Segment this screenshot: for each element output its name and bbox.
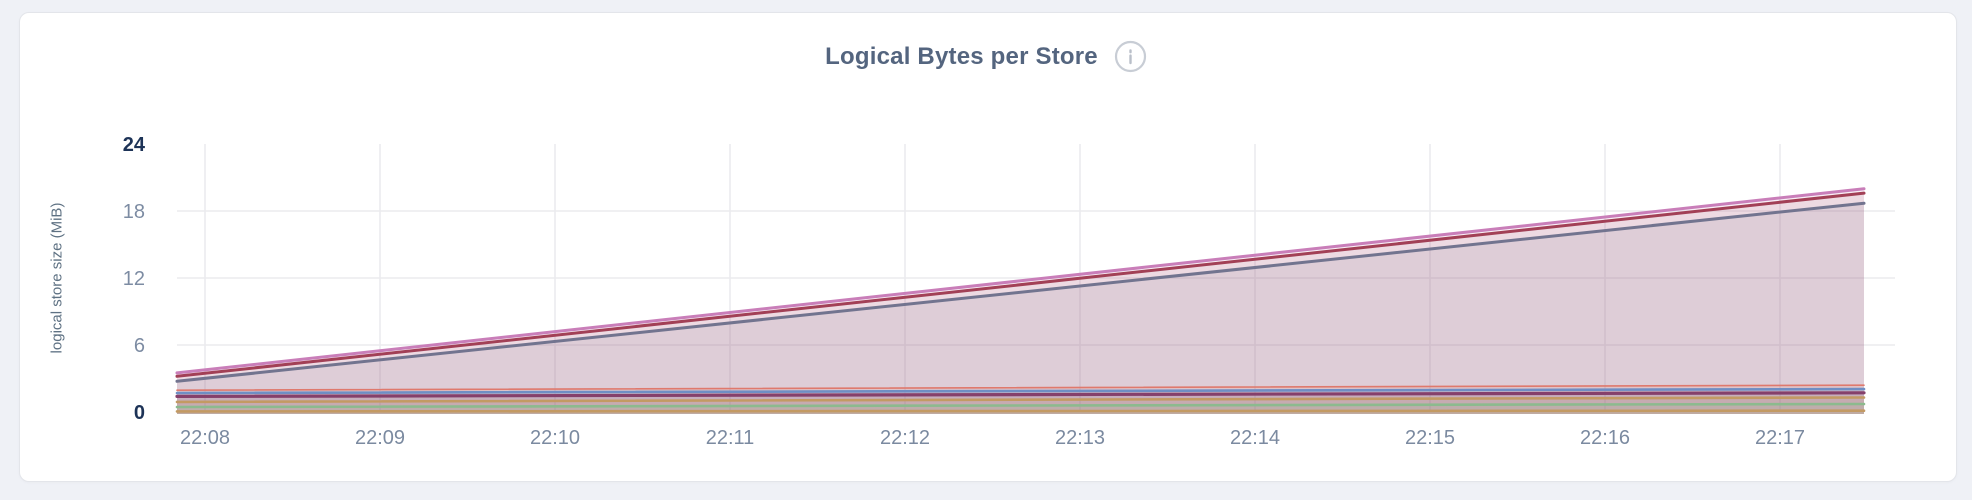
x-tick-label: 22:13 (1055, 427, 1105, 449)
info-icon-glyph (1114, 40, 1146, 73)
x-tick-label: 22:09 (355, 427, 405, 449)
y-tick-label: 18 (123, 201, 145, 223)
chart-header: Logical Bytes per Store (0, 40, 1972, 73)
series-7-line (175, 396, 1866, 404)
x-tick-label: 22:11 (706, 427, 755, 449)
x-tick-label: 22:08 (180, 427, 230, 449)
line-layer (175, 187, 1866, 413)
series-1-area (177, 188, 1864, 414)
x-tick-label: 22:10 (530, 427, 580, 449)
series-3-line (175, 201, 1866, 383)
series-5-line (175, 387, 1866, 395)
chart-title: Logical Bytes per Store (825, 42, 1098, 70)
series-4-line (176, 384, 1865, 391)
y-tick-label: 12 (123, 268, 145, 290)
series-2-line (175, 191, 1866, 378)
plot-area[interactable] (177, 144, 1863, 415)
info-icon[interactable] (1114, 40, 1147, 73)
label-layer: 22:08 22:09 22:10 22:11 22:12 22:13 22:14 22:15… (123, 134, 1805, 449)
series-6-line (175, 391, 1866, 398)
x-tick-label: 22:12 (880, 427, 930, 449)
series-9-line (175, 409, 1866, 413)
series-1-line (175, 187, 1866, 375)
series-8-line (175, 402, 1866, 409)
y-tick-label: 6 (134, 335, 145, 357)
x-tick-label: 22:17 (1755, 427, 1805, 449)
y-tick-label: 0 (134, 402, 145, 424)
y-tick-label: 24 (123, 134, 146, 156)
x-tick-label: 22:16 (1580, 427, 1630, 449)
grid-layer (177, 144, 1895, 412)
series-3-area (177, 203, 1864, 414)
x-tick-label: 22:14 (1230, 427, 1280, 449)
x-tick-label: 22:15 (1405, 427, 1455, 449)
